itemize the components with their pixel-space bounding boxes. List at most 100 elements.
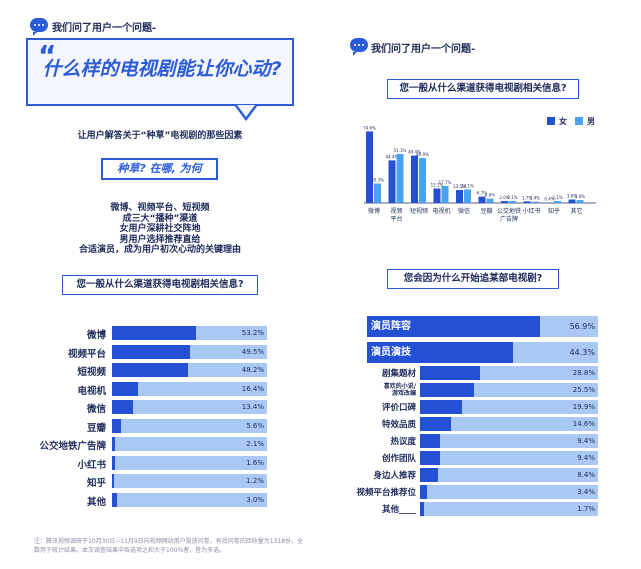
bar-value-label: 51.1% — [394, 148, 407, 153]
right-section-title-1: 您一般从什么渠道获得电视剧相关信息? — [387, 79, 581, 101]
bar — [420, 316, 540, 337]
finding-item: 男用户选择推荐直给 — [119, 234, 201, 245]
chat-bubble-icon — [30, 18, 48, 36]
bar-category-label: 特效品质 — [381, 420, 416, 430]
bar — [420, 502, 424, 516]
bar — [112, 326, 197, 340]
bar-category-label: 剧集题材 — [381, 369, 416, 379]
bar — [420, 451, 440, 465]
bar-value-label: 48.2% — [241, 366, 264, 374]
chat-bubble-icon — [350, 38, 368, 56]
bar-category-label: 电视机 — [77, 385, 106, 397]
category-tick-label: 平台 — [390, 215, 402, 223]
bar-category-label: 其他____ — [381, 505, 416, 515]
bar-category-label: 小红书 — [77, 459, 106, 471]
bar-male — [396, 153, 404, 203]
findings-list: 微博、视频平台、短视频 成三大“播种”渠道 女用户深耕社交阵地 男用户选择推荐直… — [40, 203, 280, 256]
big-title-box: “ 什么样的电视剧能让你心动? — [26, 38, 304, 116]
bar-value-label: 2.0% — [499, 195, 509, 200]
category-tick-label: 广告牌 — [500, 215, 518, 223]
bar — [420, 383, 474, 397]
bar — [420, 434, 440, 448]
bar-value-label: 17.7% — [439, 180, 452, 185]
bar — [112, 418, 121, 433]
bar-category-label: 知乎 — [86, 478, 106, 489]
bar-category-label: 其他 — [86, 496, 106, 508]
bar — [112, 437, 116, 451]
legend-male-swatch — [575, 117, 583, 125]
bar — [420, 366, 481, 380]
category-tick-label: 豆瓣 — [480, 207, 492, 215]
left-subtitle: 让用户解答关于“种草”电视剧的那些因素 — [77, 131, 243, 141]
bar-category-label: 微信 — [86, 404, 106, 415]
bar — [112, 474, 114, 488]
category-tick-label: 微博 — [368, 207, 380, 215]
bar-value-label: 19.9% — [572, 403, 595, 411]
bar-value-label: 49.5% — [241, 347, 264, 356]
bar — [112, 381, 138, 396]
bar-value-label: 9.4% — [577, 437, 595, 445]
bar-value-label: 56.9% — [569, 322, 595, 331]
bar-value-label: 4.6% — [485, 193, 495, 198]
bar-category-label: 视频平台 — [67, 348, 106, 360]
bar-female — [478, 196, 486, 203]
bar-female — [501, 201, 508, 203]
bar-female — [433, 188, 441, 203]
bar-value-label: 53.2% — [241, 329, 264, 337]
bar-female — [456, 190, 463, 203]
finding-item: 女用户深耕社交阵地 — [119, 224, 201, 234]
bar — [112, 400, 134, 414]
bar-male — [464, 189, 471, 203]
bar-value-label: 1.4% — [530, 196, 540, 201]
bar — [420, 417, 451, 431]
bar-value-label: 14.1% — [461, 183, 474, 188]
bar-female — [568, 199, 576, 203]
bar-track: 3.4% — [420, 485, 598, 499]
bar-track: 13.4% — [112, 400, 267, 414]
left-section-title: 您一般从什么渠道获得电视剧相关信息? — [62, 275, 260, 297]
bar-male — [486, 198, 494, 203]
bar-category-label: 演员演技 — [367, 342, 420, 363]
bar-male — [419, 157, 426, 203]
bar-value-label: 15.1% — [431, 183, 444, 188]
bar-category-label: 喜欢的小说/游戏改编 — [383, 383, 416, 397]
bar-female — [523, 201, 531, 203]
bar-male — [576, 200, 584, 203]
bar-track: 8.4% — [420, 468, 598, 482]
bar-track: 2.1% — [112, 437, 267, 451]
bar-value-label: 0.4% — [544, 197, 554, 202]
right-section-title-2: 您会因为什么开始追某部电视剧? — [387, 269, 561, 291]
bar-value-label: 1.2% — [246, 477, 264, 485]
bar-value-label: 46.9% — [416, 152, 429, 157]
bar-value-label: 1.7% — [577, 505, 595, 513]
category-tick-label: 知乎 — [548, 207, 560, 215]
bar-value-label: 1.6% — [246, 458, 264, 467]
bar-track: 44.3% — [420, 342, 598, 363]
bar-female — [411, 155, 418, 203]
bar-track: 5.6% — [112, 418, 267, 433]
category-tick-label: 微信 — [458, 207, 470, 215]
legend-female-swatch — [547, 117, 555, 125]
bar-track: 1.7% — [420, 502, 598, 516]
footnote: 注：腾讯视频调研于10月30日~11月9日向视频网站用户投放问卷，有效问卷的回收… — [34, 538, 304, 554]
legend-male-label: 男 — [587, 117, 595, 126]
bar-category-label: 视频平台推荐位 — [356, 488, 416, 498]
bar-track: 9.4% — [420, 451, 598, 465]
bar-track: 19.9% — [420, 400, 598, 414]
bar-male — [531, 201, 539, 203]
bar-male — [554, 200, 561, 203]
finding-item: 微博、视频平台、短视频 — [110, 203, 210, 213]
bar-category-label: 热议度 — [390, 437, 416, 447]
bar — [112, 363, 189, 377]
category-tick-label: 电视机 — [432, 207, 450, 215]
bar-category-label: 豆瓣 — [86, 422, 106, 434]
bar-track: 28.8% — [420, 366, 598, 380]
bar-value-label: 8.4% — [577, 471, 595, 479]
bar-category-label: 创作团队 — [381, 454, 416, 464]
bar-category-label: 公交地铁广告牌 — [39, 441, 106, 452]
bar-value-label: 74.6% — [363, 125, 376, 130]
bar — [112, 455, 115, 470]
bar-value-label: 3.4% — [577, 488, 595, 496]
bar — [420, 468, 438, 482]
bar-value-label: 44.4% — [386, 154, 399, 159]
